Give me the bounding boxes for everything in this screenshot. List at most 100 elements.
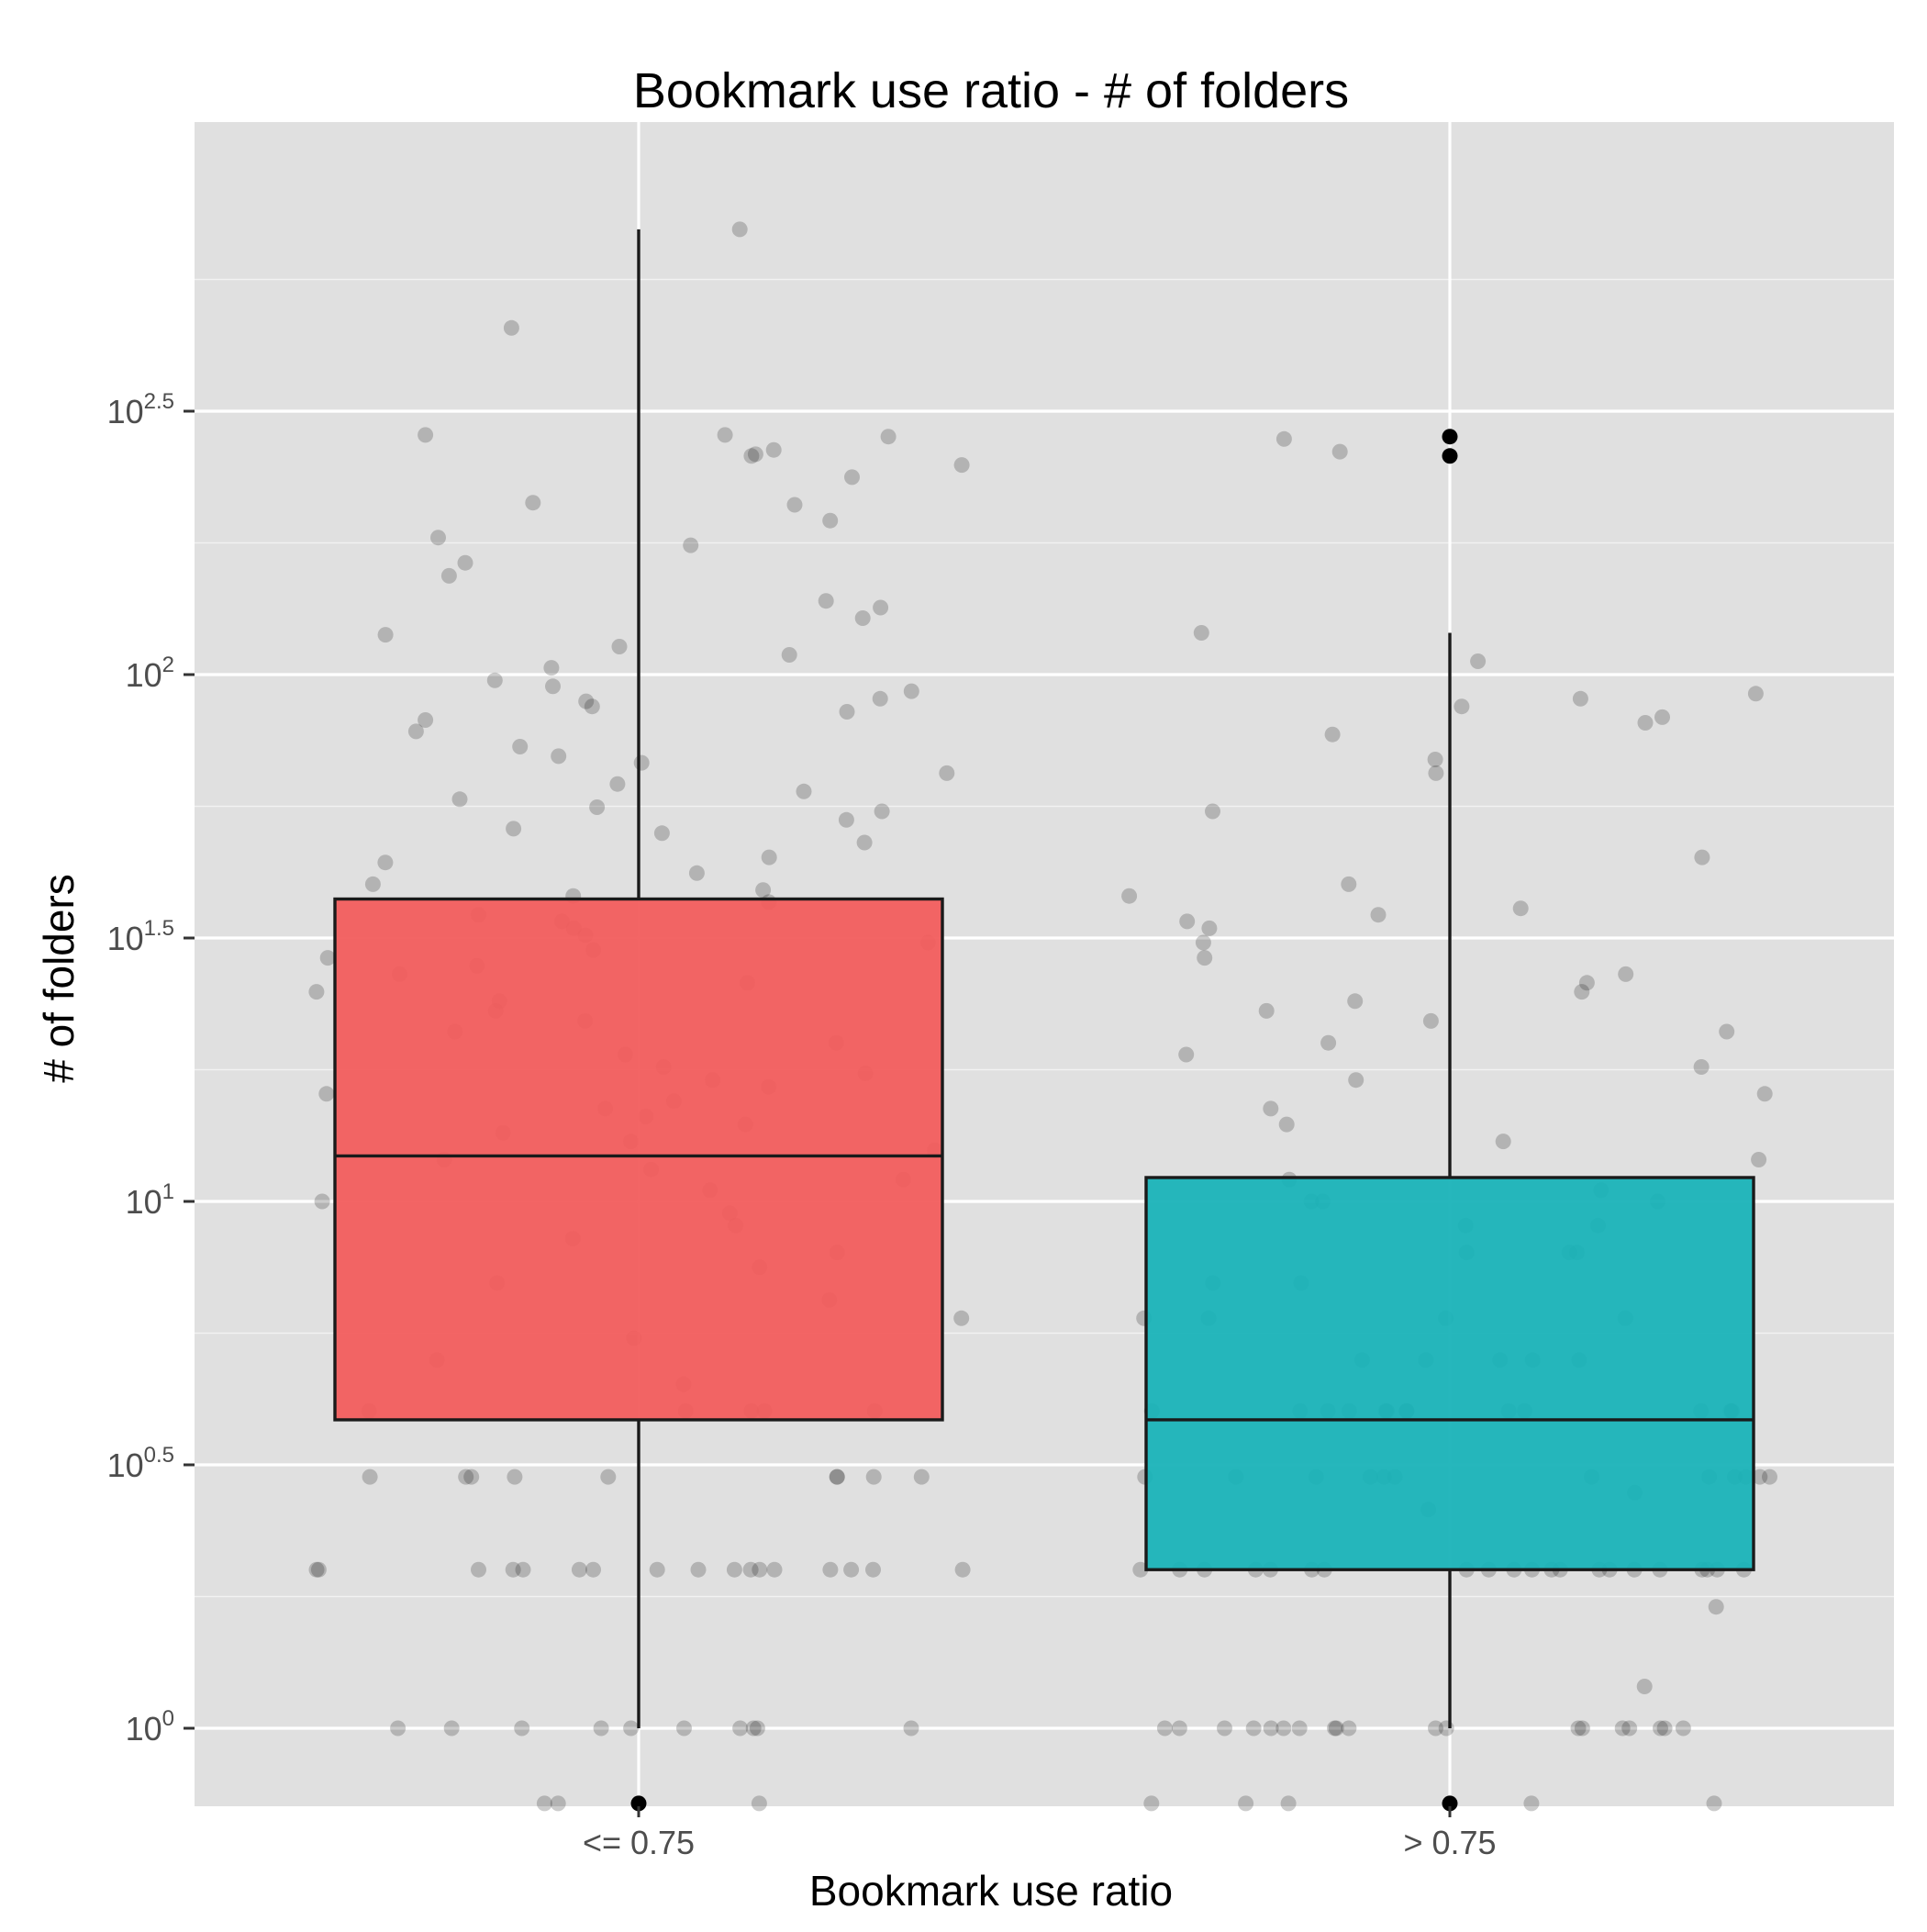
box-low-ratio (333, 897, 944, 1422)
jitter-point (551, 748, 567, 765)
y-tick-label: 101.5 (107, 916, 174, 957)
jitter-point (954, 1561, 971, 1578)
jitter-point (1523, 1795, 1540, 1812)
jitter-point (690, 1561, 707, 1578)
jitter-point (1328, 1720, 1344, 1737)
jitter-point (1205, 803, 1220, 820)
jitter-point (503, 319, 519, 336)
jitter-point (676, 1720, 692, 1737)
jitter-point (1574, 984, 1590, 1000)
jitter-point (1258, 1002, 1275, 1019)
jitter-point (839, 704, 855, 720)
jitter-point (550, 1795, 566, 1812)
jitter-point (609, 776, 626, 792)
jitter-point (515, 1561, 531, 1578)
jitter-point (514, 1720, 530, 1737)
jitter-point (633, 754, 650, 771)
jitter-point (1245, 1720, 1262, 1737)
jitter-point (1470, 653, 1487, 669)
jitter-point (1275, 1720, 1292, 1737)
jitter-point (1347, 993, 1364, 1010)
jitter-point (1428, 1720, 1443, 1737)
jitter-point (1291, 1720, 1308, 1737)
jitter-point (1512, 900, 1529, 917)
jitter-point (390, 1720, 407, 1737)
jitter-point (1621, 1720, 1638, 1737)
y-axis-title: # of folders (35, 874, 83, 1083)
jitter-point (418, 427, 434, 443)
jitter-point (440, 567, 457, 584)
box-layer (333, 229, 1755, 1728)
jitter-point (843, 1561, 860, 1578)
jitter-point (505, 1561, 521, 1578)
jitter-point (418, 712, 434, 728)
jitter-point (1422, 1012, 1439, 1029)
jitter-point (1708, 1599, 1724, 1615)
x-tick-label: > 0.75 (1403, 1824, 1496, 1861)
jitter-point (726, 1561, 742, 1578)
jitter-point (308, 984, 325, 1000)
jitter-point (430, 530, 446, 546)
jitter-point (1132, 1561, 1149, 1578)
jitter-point (1370, 907, 1387, 923)
jitter-point (854, 610, 871, 626)
jitter-point (1719, 1023, 1735, 1040)
jitter-point (571, 1561, 587, 1578)
jitter-point (1454, 698, 1470, 715)
jitter-point (732, 1720, 749, 1737)
jitter-point (880, 429, 897, 445)
jitter-point (310, 1561, 327, 1578)
outlier-point (1442, 1795, 1458, 1812)
jitter-point (953, 457, 970, 474)
jitter-point (752, 1561, 768, 1578)
jitter-point (1201, 920, 1218, 936)
y-tick-label: 102 (126, 653, 174, 694)
jitter-point (585, 1561, 601, 1578)
jitter-point (1263, 1720, 1279, 1737)
jitter-point (1656, 1720, 1673, 1737)
jitter-point (584, 698, 600, 715)
jitter-point (1280, 1795, 1297, 1812)
jitter-point (458, 1469, 474, 1485)
jitter-point (829, 1469, 845, 1485)
jitter-point (865, 1561, 881, 1578)
jitter-point (1614, 1720, 1631, 1737)
jitter-point (731, 221, 748, 238)
jitter-point (761, 849, 777, 865)
jitter-point (1179, 913, 1196, 930)
jitter-point (1762, 1469, 1777, 1485)
jitter-point (1574, 1720, 1590, 1737)
jitter-point (1572, 690, 1588, 707)
x-tick-label: <= 0.75 (583, 1824, 695, 1861)
jitter-point (1438, 1720, 1454, 1737)
jitter-point (578, 693, 595, 709)
jitter-point (786, 497, 803, 513)
jitter-point (683, 537, 699, 553)
outlier-point (1442, 448, 1458, 464)
jitter-point (872, 690, 888, 707)
jitter-point (1752, 1469, 1768, 1485)
jitter-point (1178, 1046, 1195, 1063)
jitter-point (1275, 430, 1292, 447)
jitter-point (649, 1561, 665, 1578)
jitter-point (1341, 876, 1357, 892)
jitter-point (589, 799, 606, 815)
jitter-point (471, 1561, 486, 1578)
jitter-point (1756, 1086, 1773, 1102)
y-tick-label: 100.5 (107, 1443, 174, 1484)
chart-title: Bookmark use ratio - # of folders (633, 63, 1349, 118)
jitter-point (318, 1086, 335, 1102)
jitter-point (1278, 1116, 1295, 1133)
jitter-point (765, 441, 782, 458)
jitter-point (653, 825, 670, 842)
jitter-point (1217, 1720, 1232, 1737)
jitter-point (865, 1469, 882, 1485)
jitter-point (1193, 625, 1209, 641)
y-tick-label: 100 (126, 1706, 174, 1748)
jitter-point (362, 1469, 378, 1485)
jitter-point (844, 469, 860, 486)
jitter-point (1348, 1072, 1364, 1089)
jitter-point (314, 1193, 330, 1210)
jitter-point (536, 1795, 552, 1812)
